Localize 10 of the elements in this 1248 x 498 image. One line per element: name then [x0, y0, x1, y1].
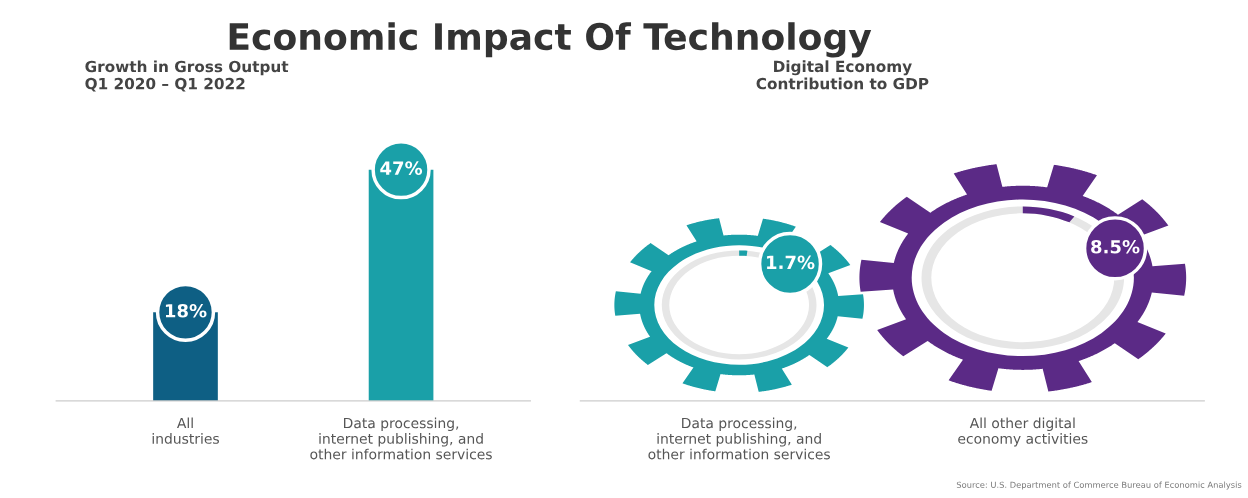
- source-note: Source: U.S. Department of Commerce Bureau of Economic Analysis: [956, 481, 1242, 490]
- category-label: All other digital economy activities: [958, 417, 1088, 447]
- text: Economic Impact Of Technology: [229, 22, 872, 58]
- data-label: 8.5%: [1091, 239, 1140, 254]
- x-tick-label: All industries: [152, 417, 219, 444]
- text: Digital Economy Contribution to GDP: [756, 60, 929, 90]
- data-label: 18%: [165, 303, 207, 318]
- data-label: 47%: [380, 161, 423, 175]
- chart-title: Growth in Gross Output Q1 2020 – Q1 2022: [85, 60, 289, 92]
- data-label: 1.7%: [767, 255, 815, 270]
